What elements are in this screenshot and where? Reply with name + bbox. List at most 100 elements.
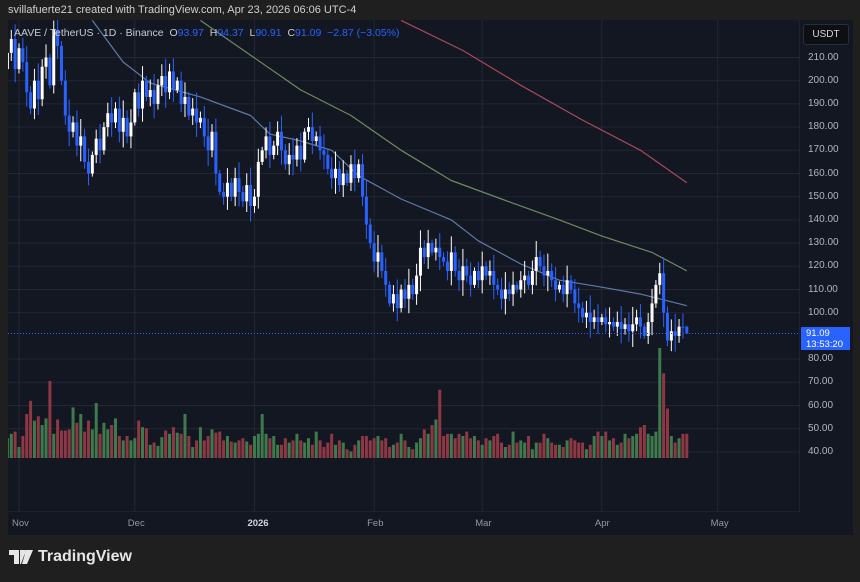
candle-body (643, 327, 646, 336)
volume-bar (315, 432, 318, 458)
candle (523, 261, 526, 293)
candle-body (515, 285, 518, 290)
volume-bar (670, 436, 673, 458)
volume-bar (415, 443, 418, 458)
candle-body (83, 136, 86, 162)
candle (674, 314, 677, 352)
candle (515, 281, 518, 292)
volume-bar (288, 443, 291, 458)
candle-body (670, 331, 673, 340)
volume-bar (558, 445, 561, 458)
tradingview-logo[interactable]: TradingView (9, 548, 132, 566)
volume-bar (83, 432, 86, 458)
candle (118, 97, 121, 143)
volume-bar (515, 443, 518, 458)
candle (292, 138, 295, 176)
candle (95, 130, 98, 163)
price-tick: 210.00 (808, 51, 839, 63)
candle (585, 301, 588, 328)
volume-bar (303, 443, 306, 458)
candle (450, 236, 453, 285)
candle-body (357, 164, 360, 178)
candle-body (542, 266, 545, 275)
volume-bar (176, 433, 179, 458)
candle-body (608, 322, 611, 324)
volume-bar (465, 432, 468, 458)
volume-bar (284, 438, 287, 458)
candle (261, 147, 264, 165)
candle (542, 254, 545, 286)
low-value: 90.91 (255, 27, 282, 39)
candle-body (303, 132, 306, 160)
candle-body (558, 285, 561, 290)
volume-bar (95, 403, 98, 458)
candle-body (523, 276, 526, 281)
time-tick: 2026 (247, 518, 269, 529)
volume-bar (647, 434, 650, 458)
candle-body (129, 122, 132, 136)
volume-bars (6, 348, 688, 458)
candle-body (64, 81, 67, 116)
candle-body (508, 290, 511, 295)
candle (295, 138, 298, 166)
candle-body (72, 122, 75, 131)
candle (180, 72, 183, 112)
volume-bar (261, 414, 264, 458)
volume-bar (666, 409, 669, 459)
currency-button[interactable]: USDT (803, 24, 849, 45)
volume-bar (218, 432, 221, 458)
chart-credit: svillafuerte21 created with TradingView.… (8, 4, 357, 16)
candle (183, 82, 186, 117)
volume-bar (620, 443, 623, 458)
candle (91, 151, 94, 176)
volume-bar (616, 445, 619, 458)
candle (531, 261, 534, 295)
candle-body (226, 183, 229, 197)
volume-bar (91, 429, 94, 458)
candle (539, 251, 542, 272)
volume-bar (608, 440, 611, 458)
volume-bar (75, 423, 78, 458)
candle-body (311, 127, 314, 141)
current-price-label: 91.09 13:53:20 (801, 327, 850, 350)
candle-body (581, 308, 584, 317)
candle (56, 15, 59, 59)
volume-bar (203, 440, 206, 458)
volume-bar (311, 445, 314, 458)
candle (353, 150, 356, 192)
volume-bar (461, 436, 464, 458)
candle (110, 97, 113, 137)
moving-average-line-ma_mid (200, 20, 686, 271)
candle-body (334, 169, 337, 178)
candle-body (326, 155, 329, 169)
candle (496, 279, 499, 296)
moving-average-line-ma_fast (92, 20, 687, 305)
candle (577, 287, 580, 322)
candle (187, 92, 190, 120)
candle-body (465, 266, 468, 275)
candle-body (122, 118, 125, 132)
tradingview-logo-icon (9, 550, 33, 564)
candle-body (554, 280, 557, 289)
candle (485, 261, 488, 280)
candle (562, 276, 565, 302)
candle-body (257, 162, 260, 197)
volume-bar (581, 443, 584, 458)
volume-bar (156, 446, 159, 458)
candle-body (458, 271, 461, 280)
volume-bar (79, 414, 82, 458)
candle (508, 282, 511, 301)
candle-body (288, 155, 291, 164)
candle-body (48, 58, 51, 86)
candle-body (624, 324, 627, 329)
candle (643, 323, 646, 339)
candle (504, 272, 507, 314)
volume-bar (110, 425, 113, 458)
volume-bar (527, 436, 530, 458)
volume-bar (257, 434, 260, 458)
candle (114, 102, 117, 128)
candle-body (450, 252, 453, 271)
candle-body (268, 136, 271, 155)
volume-bar (554, 445, 557, 458)
